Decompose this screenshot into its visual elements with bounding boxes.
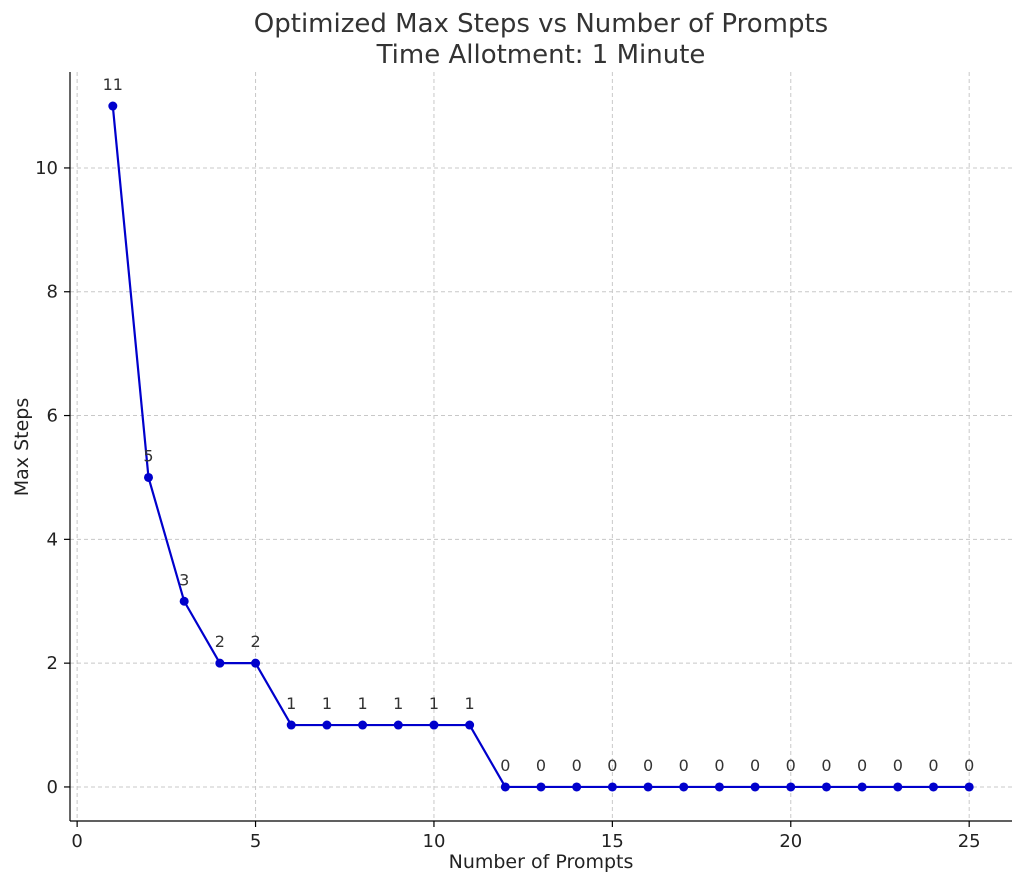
data-point xyxy=(144,472,153,482)
data-label: 0 xyxy=(607,756,617,775)
data-point xyxy=(465,720,475,730)
data-label: 1 xyxy=(393,694,403,713)
data-label: 3 xyxy=(179,570,189,589)
data-point xyxy=(215,658,225,668)
data-point xyxy=(322,720,332,730)
chart-subtitle: Time Allotment: 1 Minute xyxy=(376,40,706,70)
data-label: 11 xyxy=(103,75,123,94)
x-tick-label: 25 xyxy=(958,831,981,852)
data-point xyxy=(786,782,796,792)
data-label: 1 xyxy=(322,694,332,713)
data-label: 0 xyxy=(928,756,938,775)
data-label: 1 xyxy=(357,694,367,713)
y-tick-label: 4 xyxy=(47,529,58,550)
data-point xyxy=(714,782,724,792)
data-label: 0 xyxy=(679,756,689,775)
data-point xyxy=(500,782,510,792)
data-point xyxy=(679,782,689,792)
data-point xyxy=(108,101,118,111)
x-tick-label: 10 xyxy=(423,831,446,852)
data-label: 1 xyxy=(286,694,296,713)
data-point xyxy=(821,782,831,792)
y-tick-label: 2 xyxy=(47,653,58,674)
chart-title: Optimized Max Steps vs Number of Prompts xyxy=(254,9,828,39)
data-point xyxy=(929,782,938,792)
data-point xyxy=(750,782,760,792)
x-tick-label: 5 xyxy=(250,831,261,852)
data-point xyxy=(429,720,439,730)
data-point xyxy=(857,782,867,792)
y-tick-label: 10 xyxy=(35,158,58,179)
data-label: 0 xyxy=(786,756,796,775)
data-label: 2 xyxy=(250,632,260,651)
data-label: 5 xyxy=(143,446,153,465)
data-label: 1 xyxy=(465,694,475,713)
data-label: 0 xyxy=(893,756,903,775)
x-tick-label: 15 xyxy=(601,831,624,852)
data-point xyxy=(179,596,189,606)
data-label: 0 xyxy=(572,756,582,775)
x-axis-label: Number of Prompts xyxy=(449,851,634,873)
x-tick-label: 20 xyxy=(779,831,802,852)
y-axis-label: Max Steps xyxy=(11,398,33,496)
data-point xyxy=(286,720,296,730)
data-label: 2 xyxy=(215,632,225,651)
data-point xyxy=(572,782,582,792)
data-label: 0 xyxy=(500,756,510,775)
y-tick-label: 0 xyxy=(47,777,58,798)
data-label: 0 xyxy=(643,756,653,775)
data-label: 1 xyxy=(429,694,439,713)
data-point xyxy=(643,782,653,792)
data-point xyxy=(964,782,974,792)
series-line xyxy=(111,105,970,789)
data-label: 0 xyxy=(964,756,974,775)
axes-frame xyxy=(69,72,1012,822)
data-label: 0 xyxy=(857,756,867,775)
data-point xyxy=(251,658,261,668)
x-tick-label: 0 xyxy=(71,831,82,852)
data-label: 0 xyxy=(714,756,724,775)
data-label: 0 xyxy=(750,756,760,775)
data-point xyxy=(536,782,546,792)
data-label: 0 xyxy=(821,756,831,775)
data-label: 0 xyxy=(536,756,546,775)
data-point xyxy=(607,782,617,792)
data-point xyxy=(358,720,368,730)
grid xyxy=(70,72,1012,821)
series xyxy=(108,101,974,792)
data-point xyxy=(393,720,403,730)
y-tick-label: 6 xyxy=(47,406,58,427)
data-point xyxy=(893,782,903,792)
y-tick-label: 8 xyxy=(47,282,58,303)
